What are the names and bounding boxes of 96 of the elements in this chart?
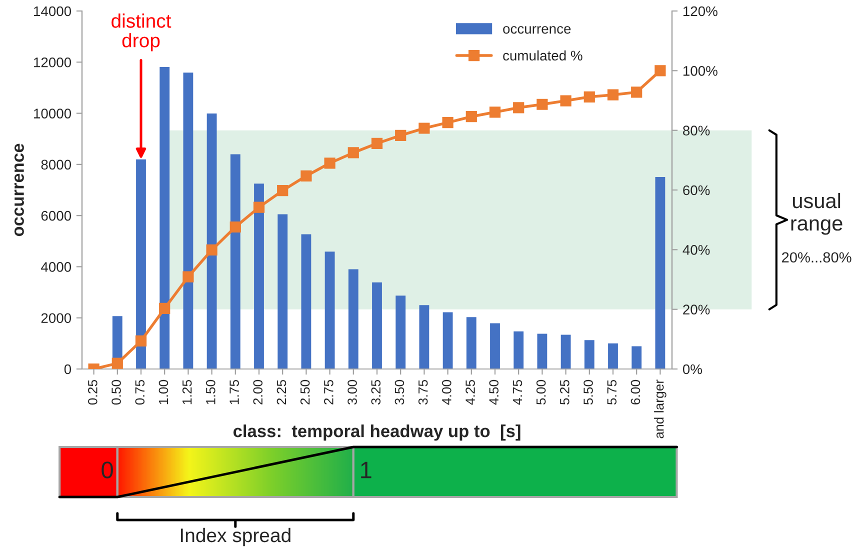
bar bbox=[419, 305, 430, 369]
point bbox=[654, 65, 666, 76]
point bbox=[560, 95, 572, 106]
x-tick-label: 3.75 bbox=[418, 380, 428, 405]
band-label: usual range bbox=[791, 192, 842, 235]
point bbox=[253, 202, 265, 213]
point bbox=[466, 111, 477, 122]
x-axis-title: class: temporal headway up to [s] bbox=[233, 424, 520, 441]
x-tick-label: 3.00 bbox=[348, 380, 357, 405]
point bbox=[230, 221, 241, 233]
legend-label: cumulated % bbox=[503, 50, 582, 61]
point bbox=[159, 302, 170, 314]
x-tick-label: 5.00 bbox=[536, 380, 546, 405]
point bbox=[395, 130, 406, 141]
bar bbox=[537, 334, 548, 369]
y2-tick-label: 40% bbox=[682, 245, 710, 255]
point bbox=[300, 170, 312, 182]
x-tick-label: 4.50 bbox=[489, 380, 499, 405]
x-tick-label: 0.50 bbox=[112, 380, 121, 405]
x-tick-label: 2.75 bbox=[324, 380, 334, 404]
bar bbox=[396, 296, 406, 369]
bar bbox=[490, 323, 500, 369]
y-tick-label: 0 bbox=[64, 364, 72, 374]
point bbox=[348, 147, 359, 158]
annotation: distinct drop bbox=[112, 14, 172, 52]
point bbox=[513, 102, 524, 114]
point bbox=[489, 106, 501, 118]
bar bbox=[560, 334, 571, 369]
y-tick-label: 12000 bbox=[34, 57, 72, 68]
bar bbox=[278, 214, 288, 369]
x-tick-label: 0.75 bbox=[135, 380, 145, 405]
y-tick-label: 2000 bbox=[41, 313, 72, 324]
bar bbox=[183, 72, 194, 369]
x-tick-label: and larger bbox=[654, 380, 666, 438]
y-tick-label: 14000 bbox=[34, 6, 72, 16]
bar bbox=[160, 67, 170, 369]
bar bbox=[514, 331, 524, 369]
y2-tick-label: 80% bbox=[683, 126, 710, 136]
y-tick-label: 8000 bbox=[41, 160, 72, 170]
x-tick-label: 2.25 bbox=[276, 380, 286, 404]
point bbox=[536, 98, 548, 110]
point bbox=[371, 138, 383, 150]
y-axis-title: occurrence bbox=[14, 144, 24, 236]
text: Index spread bbox=[180, 528, 290, 546]
text: 0 bbox=[102, 462, 113, 478]
bar bbox=[372, 282, 382, 369]
y2-tick-label: 60% bbox=[683, 185, 710, 196]
point bbox=[324, 158, 336, 169]
point bbox=[442, 117, 454, 128]
x-tick-label: 4.00 bbox=[442, 380, 452, 405]
y-tick-label: 6000 bbox=[41, 210, 72, 221]
point bbox=[418, 122, 430, 134]
point bbox=[135, 335, 147, 347]
point bbox=[277, 185, 288, 196]
x-tick-label: 0.25 bbox=[88, 380, 98, 405]
y2-tick-label: 20% bbox=[683, 304, 710, 315]
bar bbox=[230, 154, 240, 369]
legend-label: occurrence bbox=[503, 26, 571, 34]
bar bbox=[655, 176, 666, 369]
bar bbox=[632, 346, 642, 369]
bar bbox=[206, 114, 217, 369]
point bbox=[607, 89, 619, 100]
bar bbox=[584, 340, 594, 369]
y-tick-label: 4000 bbox=[41, 262, 72, 272]
text: 1 bbox=[361, 462, 372, 478]
x-tick-label: 1.75 bbox=[230, 380, 239, 404]
x-tick-label: 5.25 bbox=[560, 380, 570, 405]
x-tick-label: 1.25 bbox=[182, 380, 192, 404]
x-tick-label: 3.25 bbox=[371, 380, 381, 405]
y2-tick-label: 100% bbox=[683, 66, 718, 76]
x-tick-label: 6.00 bbox=[630, 380, 640, 404]
bar bbox=[324, 252, 335, 369]
x-tick-label: 5.75 bbox=[607, 380, 617, 405]
bar bbox=[254, 184, 264, 369]
point bbox=[584, 91, 595, 102]
x-tick-label: 3.50 bbox=[394, 380, 404, 405]
x-tick-label: 4.25 bbox=[466, 380, 475, 405]
bar bbox=[608, 343, 618, 369]
x-tick-label: 1.50 bbox=[206, 380, 216, 404]
x-tick-label: 5.50 bbox=[584, 380, 593, 405]
point bbox=[631, 86, 642, 98]
bar bbox=[348, 269, 358, 369]
x-tick-label: 2.50 bbox=[300, 380, 310, 404]
x-tick-label: 1.00 bbox=[158, 380, 168, 404]
bar bbox=[442, 312, 453, 369]
point bbox=[112, 358, 123, 369]
y2-tick-label: 120% bbox=[683, 6, 718, 16]
point bbox=[206, 244, 218, 256]
bar bbox=[301, 234, 312, 369]
x-tick-label: 4.75 bbox=[512, 380, 522, 405]
bar bbox=[466, 317, 476, 369]
y-tick-label: 10000 bbox=[34, 108, 72, 118]
y2-tick-label: 0% bbox=[682, 364, 702, 374]
x-tick-label: 2.00 bbox=[253, 380, 263, 404]
text: 20%...80% bbox=[782, 252, 852, 263]
point bbox=[182, 271, 194, 282]
